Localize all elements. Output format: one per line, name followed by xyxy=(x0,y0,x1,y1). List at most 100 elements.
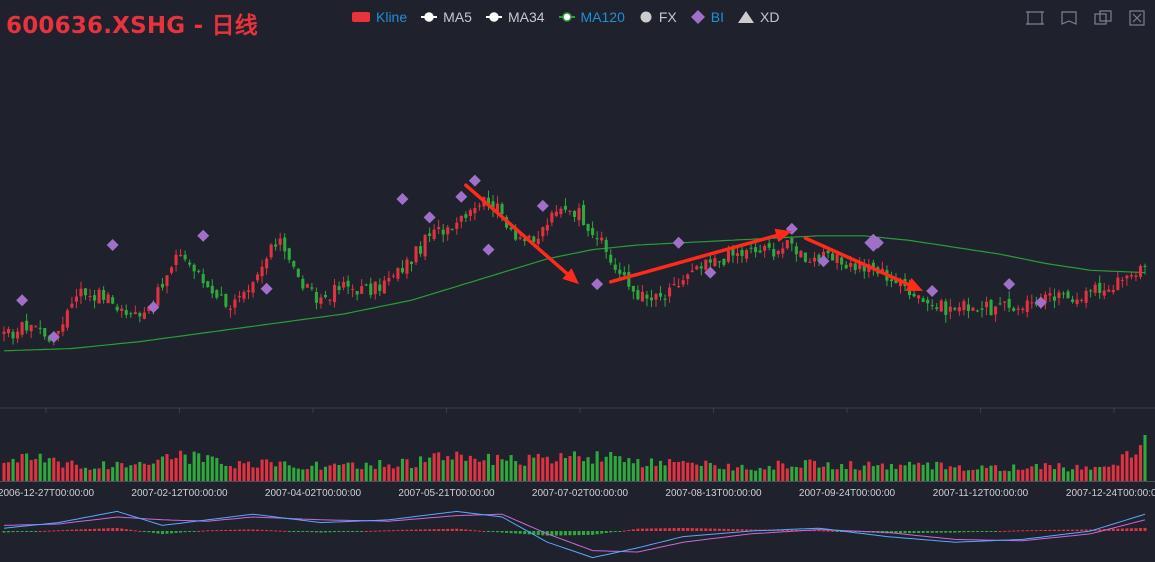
candle xyxy=(1107,285,1111,293)
macd-bar xyxy=(681,527,685,531)
volume-bar xyxy=(188,463,192,481)
volume-bar xyxy=(83,467,88,481)
volume-bar xyxy=(1012,464,1016,481)
macd-bar xyxy=(1021,530,1025,532)
macd-bar xyxy=(785,529,789,531)
volume-bar xyxy=(120,463,124,481)
volume-bar xyxy=(124,467,128,481)
candle xyxy=(138,311,142,323)
candle xyxy=(921,296,925,303)
macd-bar xyxy=(849,531,853,532)
macd-bar xyxy=(604,531,608,534)
candle xyxy=(658,286,663,301)
macd-bar xyxy=(894,531,898,534)
candle xyxy=(346,275,350,295)
bi-marker xyxy=(16,294,29,307)
volume-bar xyxy=(400,458,404,481)
macd-bar xyxy=(903,531,907,534)
zoom-back-icon[interactable] xyxy=(1059,8,1079,28)
volume-bar xyxy=(699,465,703,481)
candle xyxy=(120,304,124,318)
volume-bar xyxy=(844,468,848,481)
macd-bar xyxy=(482,531,486,532)
macd-bar xyxy=(527,531,531,535)
volume-bar xyxy=(360,469,364,481)
legend-label: XD xyxy=(760,9,780,25)
restore-icon[interactable] xyxy=(1127,8,1147,28)
candle xyxy=(301,275,305,291)
legend-item-ma5[interactable]: MA5 xyxy=(421,9,472,25)
macd-bar xyxy=(183,531,187,533)
candle xyxy=(251,281,255,298)
candle xyxy=(563,198,567,213)
candle xyxy=(686,272,690,285)
legend-item-kline[interactable]: Kline xyxy=(352,9,407,25)
volume-bar xyxy=(527,454,531,481)
data-view-icon[interactable] xyxy=(1093,8,1113,28)
macd-bar xyxy=(151,531,155,533)
ma120-line xyxy=(3,235,1146,352)
candle xyxy=(65,308,69,331)
volume-bar xyxy=(595,451,599,481)
macd-bar xyxy=(464,529,468,531)
candle xyxy=(754,242,758,258)
candle xyxy=(74,288,78,309)
candle xyxy=(1116,271,1120,291)
volume-bar xyxy=(1093,466,1097,481)
candle xyxy=(722,258,726,267)
volume-bar xyxy=(1039,469,1043,481)
candle xyxy=(654,292,658,307)
legend-item-ma34[interactable]: MA34 xyxy=(485,9,545,25)
volume-bar xyxy=(369,465,373,481)
volume-bar xyxy=(690,462,694,481)
macd-bar xyxy=(219,529,223,531)
volume-bar xyxy=(179,450,183,481)
macd-bar xyxy=(201,530,205,532)
macd-bar xyxy=(1066,529,1070,531)
volume-bar xyxy=(1089,469,1093,481)
macd-bar xyxy=(984,531,989,532)
chart-title: 600636.XSHG - 日线 xyxy=(6,13,258,39)
volume-bar xyxy=(831,469,835,481)
volume-bar xyxy=(722,469,726,481)
macd-bar xyxy=(301,531,305,532)
legend-item-ma120[interactable]: MA120 xyxy=(558,9,625,25)
candle xyxy=(1143,263,1147,275)
candle xyxy=(1111,284,1115,295)
volume-bar xyxy=(763,469,767,481)
macd-bar xyxy=(43,530,47,532)
candle xyxy=(636,285,640,301)
volume-bar xyxy=(43,462,47,481)
candle xyxy=(256,272,260,284)
candle xyxy=(83,288,88,300)
macd-bar xyxy=(1143,527,1147,531)
macd-bar xyxy=(242,529,246,531)
candle xyxy=(29,324,33,338)
bi-marker xyxy=(864,233,883,252)
macd-bar xyxy=(378,530,382,532)
macd-bar xyxy=(1084,529,1088,531)
volume-bar xyxy=(536,453,540,481)
macd-bar xyxy=(274,530,278,532)
candle xyxy=(962,298,966,316)
legend-item-fx[interactable]: FX xyxy=(639,9,677,25)
legend-item-bi[interactable]: BI xyxy=(690,9,724,25)
macd-bar xyxy=(722,528,726,531)
candle xyxy=(577,203,581,227)
volume-bar xyxy=(1025,468,1029,481)
candle xyxy=(342,276,346,291)
volume-bar xyxy=(192,451,196,481)
candle xyxy=(971,306,975,311)
zoom-select-icon[interactable] xyxy=(1025,8,1045,28)
volume-bar xyxy=(482,460,486,481)
legend-item-xd[interactable]: XD xyxy=(738,9,779,25)
candle xyxy=(1007,291,1011,313)
macd-bar xyxy=(636,528,640,531)
bi-marker xyxy=(926,285,939,297)
volume-bar xyxy=(668,459,672,481)
candle xyxy=(428,227,432,242)
volume-bar xyxy=(889,464,893,481)
macd-bar xyxy=(120,528,124,531)
candle xyxy=(97,287,101,304)
legend-label: MA34 xyxy=(507,9,545,25)
